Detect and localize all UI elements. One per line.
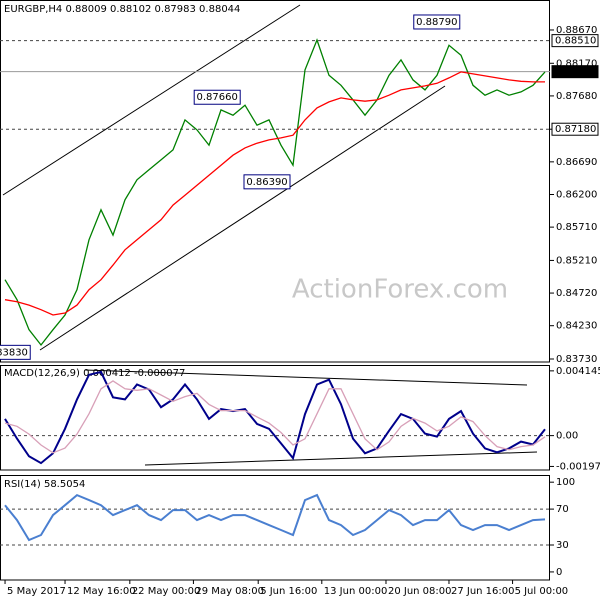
level-label-box: [551, 34, 599, 48]
y-tick-label: 0.00: [556, 431, 578, 442]
channel-lower: [39, 85, 446, 351]
y-tick-label: 0.84230: [556, 321, 597, 332]
series-line: [4, 38, 546, 347]
macd-trend-lines: [84, 369, 538, 466]
annotation-box: [0, 344, 31, 360]
x-tick-label: 5 May 2017: [7, 586, 66, 597]
y-tick-label: 0.85210: [556, 255, 597, 266]
y-tick-label: 0: [556, 567, 562, 578]
x-tick-label: 20 Jun 08:00: [388, 586, 452, 597]
y-tick-label: 70: [556, 504, 569, 515]
y-tick-label: 0.86200: [556, 189, 597, 200]
x-tick-label: 5 Jul 00:00: [515, 586, 569, 597]
price-panel-frame: [0, 0, 550, 363]
plot-area: [0, 370, 550, 465]
x-tick-label: 5 Jun 16:00: [260, 586, 317, 597]
y-tick-label: 0.83730: [556, 354, 597, 365]
rsi-title: RSI(14) 58.5054: [4, 479, 85, 490]
macd-trend-lower: [144, 451, 538, 466]
y-tick-label: 0.84720: [556, 288, 597, 299]
x-tick-label: 27 Jun 16:00: [451, 586, 515, 597]
series-line: [4, 370, 546, 465]
series-line: [4, 493, 546, 542]
x-tick-label: 12 May 16:00: [67, 586, 136, 597]
channel-upper: [2, 4, 301, 196]
annotation-box: [193, 89, 241, 105]
y-tick-label: -0.001972: [556, 461, 600, 472]
plot-area: [0, 493, 550, 546]
annotation-label: 0.83830: [0, 347, 28, 358]
watermark: ActionForex.com: [292, 275, 508, 305]
series-line: [4, 380, 546, 454]
annotation-label: 0.88790: [416, 17, 457, 28]
annotation-box: [413, 14, 461, 30]
y-tick-label: 0.88670: [556, 25, 597, 36]
annotation-label: 0.87660: [197, 92, 238, 103]
y-tick-label: 30: [556, 540, 569, 551]
y-tick-label: 0.85710: [556, 222, 597, 233]
level-label-box: [551, 65, 599, 79]
rsi-panel-frame: [0, 475, 550, 581]
macd-trend-upper: [84, 369, 528, 386]
series-line: [4, 71, 545, 316]
x-tick-label: 29 May 08:00: [195, 586, 264, 597]
plot-area: [0, 38, 550, 347]
y-tick-label: 0.87680: [556, 91, 597, 102]
annotation-box: [243, 174, 291, 190]
y-tick-label: 0.004145: [556, 366, 600, 377]
channel-lines: [2, 4, 446, 351]
level-label: 0.87180: [555, 124, 596, 135]
level-label: 0.88510: [555, 36, 596, 47]
y-tick-label: 0.86690: [556, 157, 597, 168]
annotation-label: 0.86390: [246, 177, 287, 188]
chart-title: EURGBP,H4 0.88009 0.88102 0.87983 0.8804…: [4, 4, 240, 15]
y-tick-label: 100: [556, 477, 575, 488]
level-label: 0.88044: [555, 67, 596, 78]
x-tick-label: 22 May 00:00: [132, 586, 201, 597]
level-label-box: [551, 122, 599, 136]
macd-panel-frame: [0, 365, 550, 471]
y-tick-label: 0.88170: [556, 58, 597, 69]
x-tick-label: 13 Jun 00:00: [324, 586, 388, 597]
